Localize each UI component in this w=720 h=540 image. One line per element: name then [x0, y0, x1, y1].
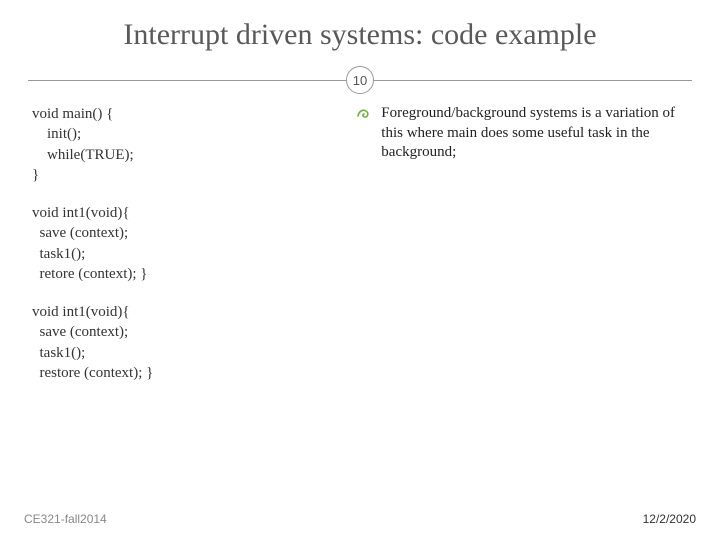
- swirl-icon: [357, 107, 373, 128]
- notes-column: Foreground/background systems is a varia…: [357, 104, 688, 401]
- code-block-int1b: void int1(void){ save (context); task1()…: [32, 302, 337, 383]
- code-block-int1a: void int1(void){ save (context); task1()…: [32, 203, 337, 284]
- footer-course: CE321-fall2014: [24, 512, 107, 526]
- content-columns: void main() { init(); while(TRUE); } voi…: [28, 104, 692, 401]
- code-column: void main() { init(); while(TRUE); } voi…: [32, 104, 337, 401]
- divider: 10: [28, 66, 692, 94]
- footer-date: 12/2/2020: [643, 512, 696, 526]
- page-title: Interrupt driven systems: code example: [28, 18, 692, 52]
- slide: Interrupt driven systems: code example 1…: [0, 0, 720, 540]
- page-number-badge: 10: [346, 66, 374, 94]
- code-block-main: void main() { init(); while(TRUE); }: [32, 104, 337, 185]
- bullet-text: Foreground/background systems is a varia…: [381, 104, 688, 163]
- bullet-item: Foreground/background systems is a varia…: [357, 104, 688, 163]
